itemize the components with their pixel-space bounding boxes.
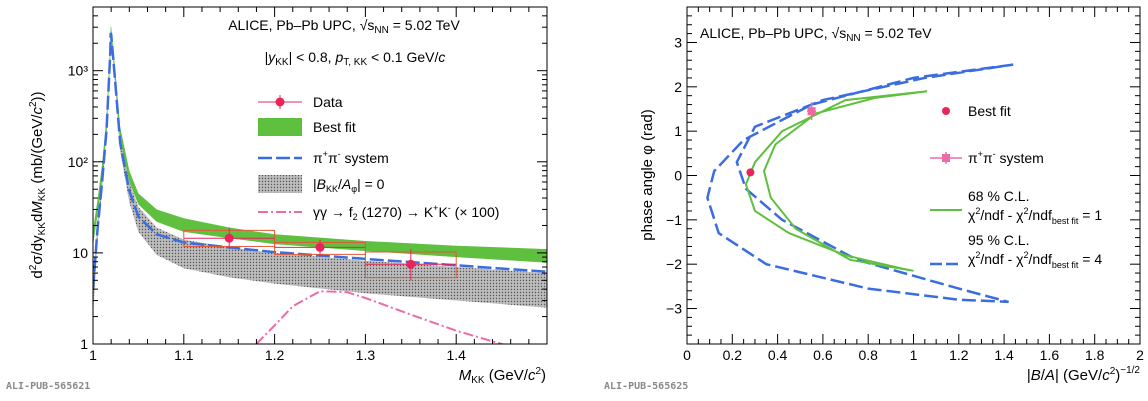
right-y-tick-label: −2 [666, 256, 682, 272]
left-cuts: |yKK| < 0.8, pT, KK < 0.1 GeV/c [265, 49, 446, 68]
right-header: ALICE, Pb–Pb UPC, √sNN = 5.02 TeV [700, 25, 932, 44]
right-x-tick-label: 0.2 [723, 347, 743, 363]
legend-pipi-marker [942, 154, 950, 162]
right-x-tick-label: 0 [683, 347, 691, 363]
right-y-tick-label: 1 [674, 123, 682, 139]
legend-best-fit-marker [942, 107, 950, 115]
data-point [224, 233, 234, 243]
legend-label-68: 68 % C.L. [968, 188, 1029, 204]
left-x-axis-label: MKK (GeV/c2) [459, 366, 546, 386]
right-publication-id: ALI-PUB-565625 [604, 381, 689, 392]
right-y-tick-label: −3 [666, 301, 682, 317]
legend-label-95: 95 % C.L. [968, 232, 1029, 248]
right-x-tick-label: 1 [910, 347, 918, 363]
left-y-tick-label: 10² [68, 154, 89, 170]
legend-sublabel-95: χ2/ndf - χ2/ndfbest fit = 4 [968, 250, 1102, 270]
data-point [315, 242, 325, 252]
best-fit-point [746, 168, 755, 177]
series-pipi-line [93, 32, 547, 290]
legend-best-fit-swatch [258, 118, 302, 136]
left-x-tick-label: 1 [89, 347, 97, 363]
series-f2-line [255, 290, 505, 344]
left-y-tick-label: 10³ [68, 63, 89, 79]
pipi-point [807, 107, 816, 116]
right-x-tick-label: 0.8 [858, 347, 878, 363]
left-panel: 1 1.1 1.2 1.3 1.4 1 10 10² 10³ Data Best fit π+π- … [28, 6, 548, 386]
right-y-tick-label: 3 [674, 34, 682, 50]
left-y-tick-label: 1 [80, 336, 88, 352]
legend-data-marker [275, 97, 285, 107]
legend-label-data: Data [313, 94, 343, 110]
right-x-tick-label: 0.6 [813, 347, 833, 363]
contour-95 [706, 63, 1014, 304]
left-y-axis-label: d2σ/dyKKdMKK (mb/(GeV/c2)) [28, 91, 48, 278]
series-bkk-zero-band [93, 27, 547, 317]
left-header: ALICE, Pb–Pb UPC, √sNN = 5.02 TeV [228, 17, 460, 36]
legend-sublabel-68: χ2/ndf - χ2/ndfbest fit = 1 [968, 206, 1102, 226]
legend-bkk-swatch [258, 175, 302, 193]
right-x-axis-label: |B/A| (GeV/c2)−1/2 [1027, 365, 1141, 384]
left-y-tick-label: 10 [72, 245, 88, 261]
legend-label-bkk: |BKK/Aφ| = 0 [313, 176, 385, 194]
legend-label-pipi: π+π- system [968, 149, 1044, 166]
right-x-tick-label: 1.6 [1040, 347, 1060, 363]
right-x-tick-label: 0.4 [768, 347, 788, 363]
legend-label-f2: γγ → f2 (1270) → K+K- (× 100) [313, 203, 499, 222]
left-x-tick-label: 1.4 [446, 347, 466, 363]
legend-label-best-fit: Best fit [313, 119, 356, 135]
right-y-tick-label: −1 [666, 212, 682, 228]
right-x-tick-label: 1.4 [994, 347, 1014, 363]
legend-label-pipi: π+π- system [313, 149, 389, 166]
right-x-tick-label: 2 [1136, 347, 1144, 363]
data-point [406, 259, 416, 269]
right-y-axis-label: phase angle φ (rad) [639, 109, 656, 240]
right-x-tick-label: 1.2 [949, 347, 969, 363]
left-x-tick-label: 1.1 [174, 347, 194, 363]
legend-label-best-fit: Best fit [968, 103, 1011, 119]
right-x-tick-label: 1.8 [1085, 347, 1105, 363]
right-y-tick-label: 0 [674, 168, 682, 184]
left-x-tick-label: 1.3 [356, 347, 376, 363]
left-publication-id: ALI-PUB-565621 [6, 381, 91, 392]
contour-68 [744, 90, 928, 272]
right-panel: 0 0.2 0.4 0.6 0.8 1 1.2 1.4 1.6 1.8 2 −3 −2 −1 0 1 2 3 Be… [639, 6, 1144, 384]
right-y-tick-label: 2 [674, 79, 682, 95]
left-x-tick-label: 1.2 [265, 347, 285, 363]
